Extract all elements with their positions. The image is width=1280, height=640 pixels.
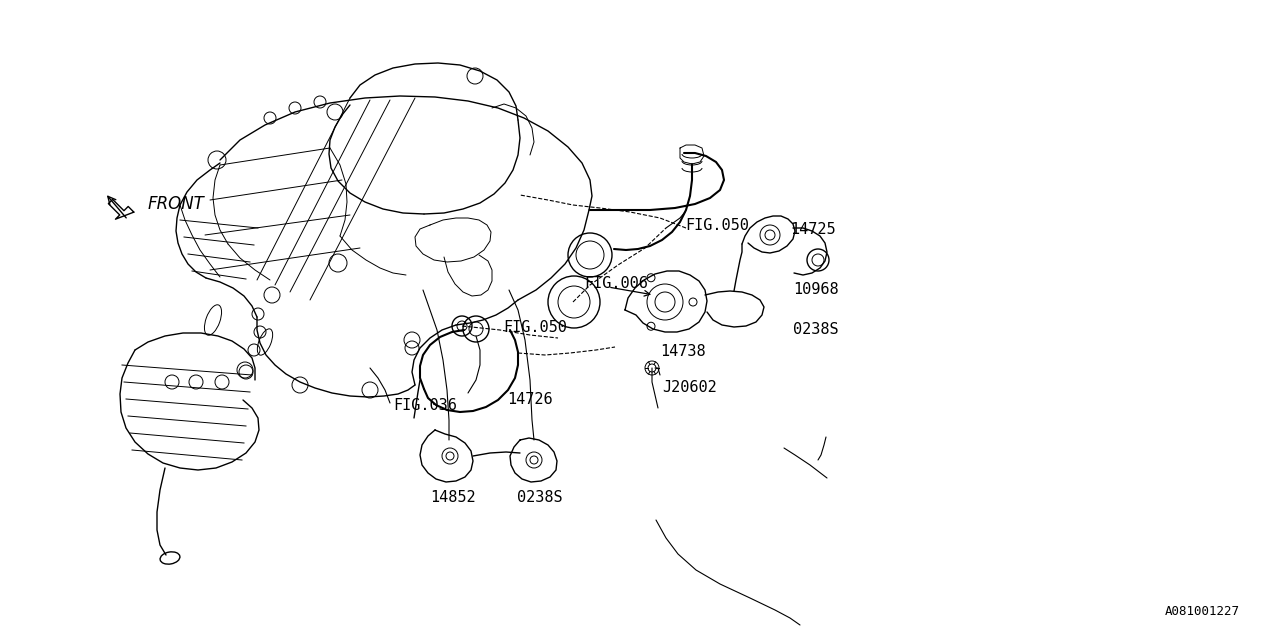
Text: A081001227: A081001227 [1165, 605, 1240, 618]
Text: FIG.050: FIG.050 [685, 218, 749, 232]
Text: 10968: 10968 [794, 282, 838, 298]
Text: FRONT: FRONT [148, 195, 205, 213]
Text: 14852: 14852 [430, 490, 476, 506]
Text: 14725: 14725 [790, 223, 836, 237]
Text: FIG.006: FIG.006 [584, 276, 648, 291]
Text: 0238S: 0238S [794, 323, 838, 337]
Text: FIG.036: FIG.036 [393, 399, 457, 413]
Text: J20602: J20602 [662, 380, 717, 394]
Text: 0238S: 0238S [517, 490, 563, 506]
Text: 14726: 14726 [507, 392, 553, 406]
Text: FIG.050: FIG.050 [503, 321, 567, 335]
Text: 14738: 14738 [660, 344, 705, 360]
